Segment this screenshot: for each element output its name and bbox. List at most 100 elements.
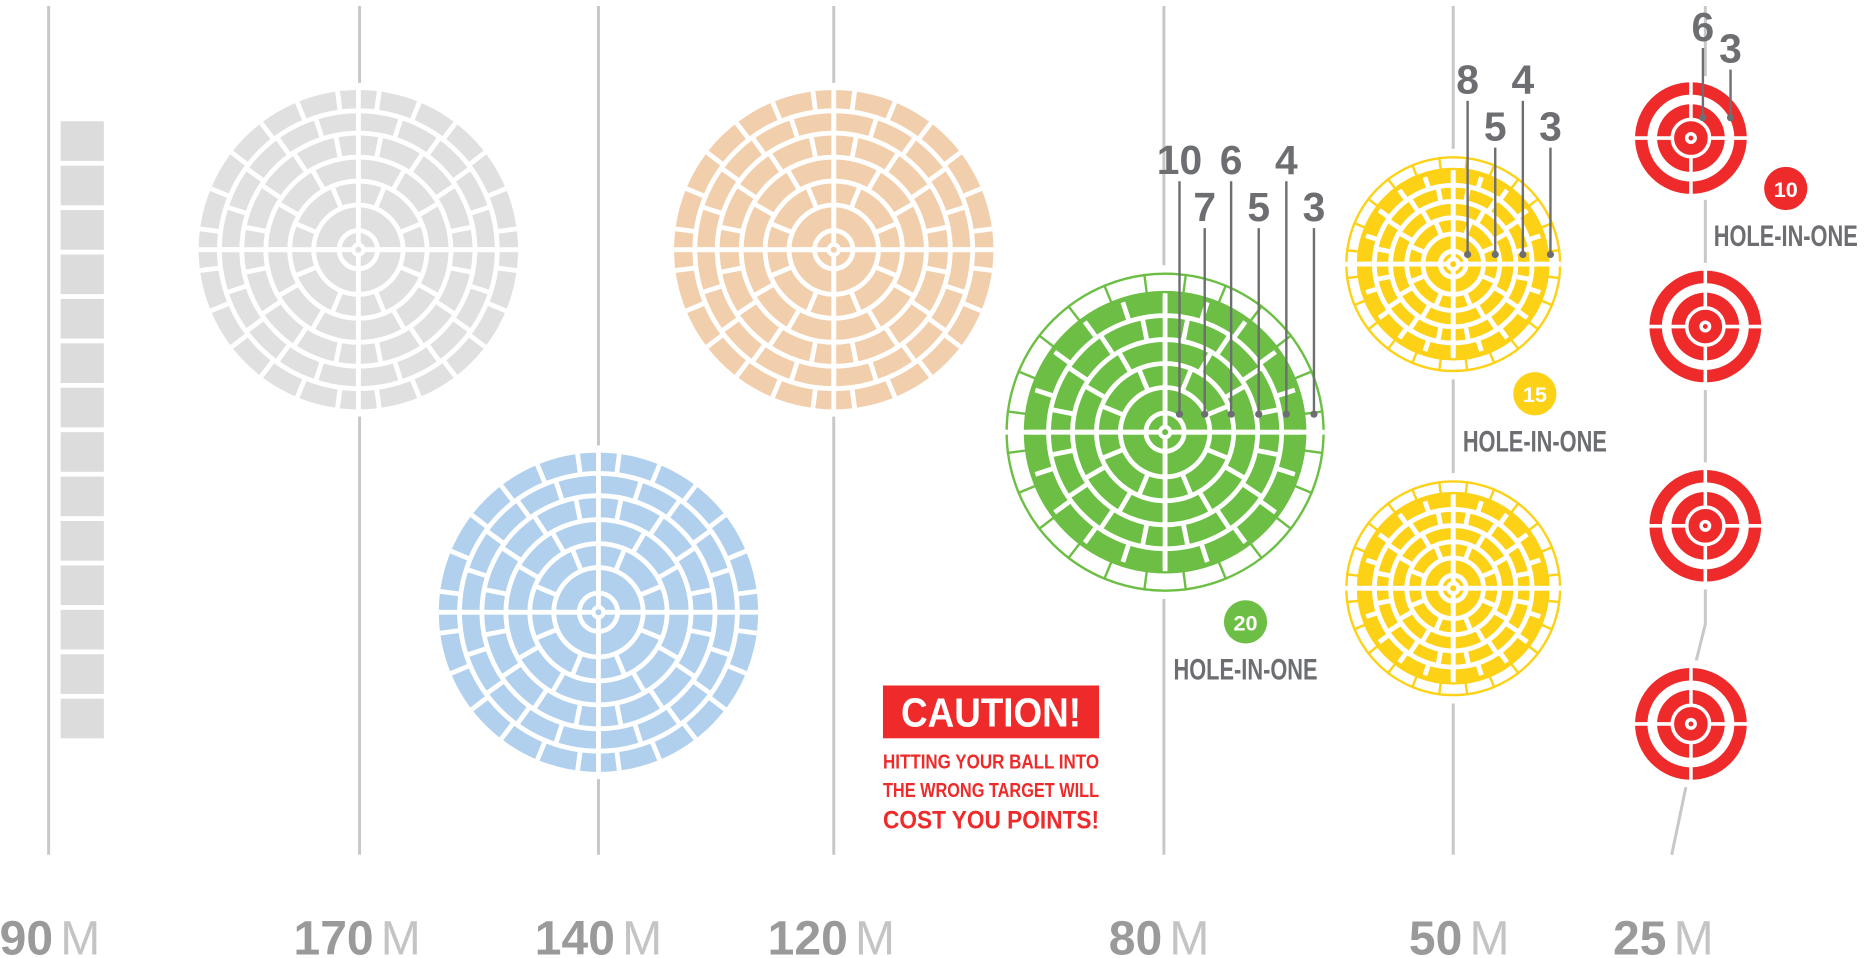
target-segment [200, 268, 221, 271]
target [1338, 473, 1568, 703]
target [432, 445, 766, 779]
target-segment [736, 630, 757, 633]
target-segment [617, 454, 620, 475]
target-segment [1438, 326, 1441, 342]
score-dot [1228, 411, 1235, 418]
target-segment [440, 591, 461, 594]
score-label: 6 [1692, 4, 1715, 50]
lane-block [61, 255, 104, 295]
lane-block [61, 521, 104, 561]
lane-block [61, 210, 104, 250]
distance-label: 25M [1613, 912, 1714, 958]
caution-text: COST YOU POINTS! [883, 806, 1099, 834]
target-center-dot [1450, 585, 1456, 591]
red-target [1642, 462, 1769, 589]
red-target [1627, 74, 1754, 201]
badge-value: 20 [1234, 610, 1258, 635]
target-segment [675, 229, 696, 232]
distance-unit: M [1674, 912, 1714, 958]
caution-title: CAUTION! [901, 689, 1081, 735]
distance-label: 120M [768, 912, 895, 958]
distance-value: 80 [1109, 912, 1162, 958]
score-dot [1519, 251, 1526, 258]
target-center-dot [1703, 324, 1708, 329]
red-target [1642, 263, 1769, 390]
score-label: 5 [1484, 103, 1507, 149]
target-segment [617, 750, 620, 771]
distance-value: 50 [1409, 912, 1462, 958]
target [191, 83, 525, 417]
caution-text: HITTING YOUR BALL INTO [883, 751, 1099, 773]
score-dot [1255, 411, 1262, 418]
score-dot [1201, 411, 1208, 418]
target [1338, 149, 1568, 379]
target-segment [1515, 276, 1531, 279]
distance-unit: M [381, 912, 421, 958]
distance-label: 170M [293, 912, 420, 958]
score-dot [1283, 411, 1290, 418]
target-segment [852, 387, 855, 408]
distance-value: 170 [293, 912, 373, 958]
target-segment [1438, 187, 1441, 203]
score-label: 7 [1193, 184, 1216, 230]
lane-block [61, 343, 104, 383]
distance-value: 120 [768, 912, 848, 958]
target-center-dot [1450, 261, 1456, 267]
target-segment [1376, 276, 1392, 279]
score-label: 8 [1456, 57, 1479, 103]
target-segment [1376, 249, 1392, 252]
lane-block [61, 432, 104, 472]
target-segment [376, 387, 379, 408]
distance-unit: M [1169, 912, 1209, 958]
target-segment [1515, 600, 1531, 603]
target-center-dot [595, 609, 601, 615]
target-segment [440, 630, 461, 633]
target-segment [813, 387, 816, 408]
distance-value: 25 [1613, 912, 1666, 958]
lane-block [61, 654, 104, 694]
badge-value: 10 [1774, 177, 1798, 202]
target-segment [338, 387, 341, 408]
lane-block [61, 699, 104, 739]
hole-in-one-label: HOLE-IN-ONE [1714, 220, 1858, 253]
target-segment [496, 229, 517, 232]
score-dot [1310, 411, 1317, 418]
target [998, 265, 1332, 599]
target-segment [1465, 650, 1468, 666]
lane-block [61, 565, 104, 605]
target [667, 83, 1001, 417]
score-label: 3 [1719, 25, 1742, 71]
score-label: 5 [1247, 184, 1270, 230]
target-segment [813, 91, 816, 112]
score-dot [1492, 251, 1499, 258]
target-segment [852, 91, 855, 112]
target-center-dot [1162, 429, 1168, 435]
target-segment [1465, 511, 1468, 527]
target-segment [496, 268, 517, 271]
distance-label: 190M [0, 912, 100, 958]
score-label: 4 [1511, 57, 1534, 103]
distance-value: 140 [535, 912, 615, 958]
distance-value: 190 [0, 912, 53, 958]
distance-unit: M [1470, 912, 1510, 958]
target-segment [1465, 326, 1468, 342]
red-target [1627, 660, 1754, 787]
target-center-dot [1703, 523, 1708, 528]
distance-label: 80M [1109, 912, 1210, 958]
score-dot [1699, 114, 1706, 121]
distance-label: 140M [535, 912, 662, 958]
target-segment [578, 750, 581, 771]
score-label: 3 [1303, 184, 1326, 230]
distance-unit: M [855, 912, 895, 958]
hole-in-one-label: HOLE-IN-ONE [1463, 425, 1607, 458]
target-segment [1376, 600, 1392, 603]
lane-block [61, 477, 104, 517]
target-segment [971, 268, 992, 271]
hole-in-one-label: HOLE-IN-ONE [1173, 653, 1317, 686]
target-segment [971, 229, 992, 232]
target-segment [1438, 650, 1441, 666]
caution-text: THE WRONG TARGET WILL [883, 780, 1099, 802]
target-segment [1515, 573, 1531, 576]
score-label: 4 [1275, 137, 1298, 183]
